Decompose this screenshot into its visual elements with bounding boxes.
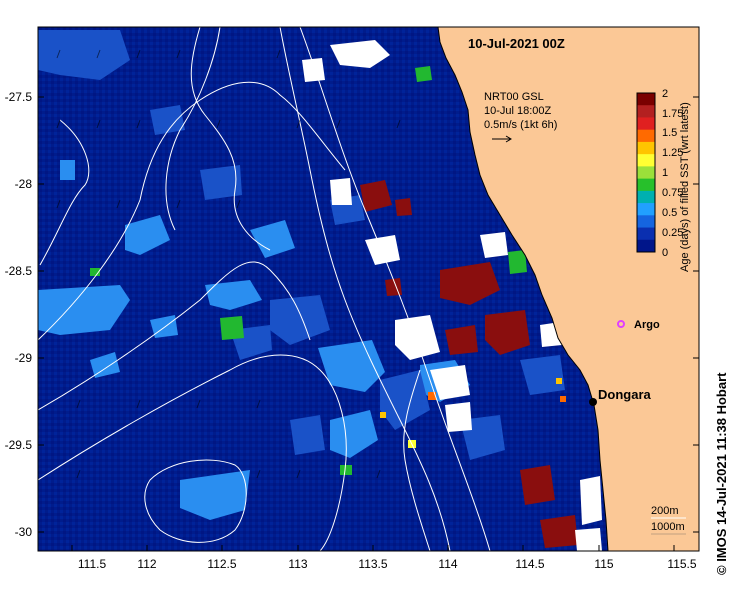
x-tick-label: 114 [438, 557, 457, 571]
sst-green-patches [90, 66, 527, 475]
x-tick-label: 113 [288, 557, 307, 571]
colorbar-swatch [637, 203, 655, 216]
colorbar-swatch [637, 166, 655, 180]
depth-label-1000: 1000m [651, 521, 685, 533]
sst-red-patches [360, 180, 578, 548]
x-tick-label: 113.5 [358, 557, 387, 571]
dongara-label: Dongara [598, 387, 652, 402]
coastline [437, 27, 609, 551]
colorbar-swatch [637, 141, 655, 155]
x-tick-label: 112 [137, 557, 156, 571]
colorbar-tick: 0 [662, 247, 668, 259]
y-tick-label: -28 [15, 177, 33, 191]
town-dongara: Dongara [589, 387, 652, 406]
colorbar-tick: 1.5 [662, 127, 677, 139]
depth-label-200: 200m [651, 505, 679, 517]
current-arrows [56, 49, 401, 479]
current-legend-source: NRT00 GSL [484, 91, 544, 103]
colorbar-swatch [637, 154, 655, 167]
axis-ticks [38, 96, 699, 551]
colorbar-tick: 0.5 [662, 207, 677, 219]
town-dot-icon [589, 398, 597, 406]
y-axis-labels: -27.5 -28 -28.5 -29 -29.5 -30 [5, 90, 33, 539]
colorbar-swatch [637, 105, 655, 118]
x-tick-label: 115 [594, 557, 613, 571]
colorbar-tick: 0.25 [662, 227, 683, 239]
current-legend-time: 10-Jul 18:00Z [484, 105, 552, 117]
x-tick-label: 112.5 [207, 557, 236, 571]
y-tick-label: -29.5 [5, 438, 33, 452]
colorbar-tick: 2 [662, 88, 668, 100]
argo-marker-icon [617, 320, 625, 328]
colorbar-swatch [637, 93, 655, 106]
depth-legend: 200m 1000m [651, 505, 686, 535]
colorbar-tick: 1 [662, 167, 668, 179]
y-tick-label: -30 [15, 525, 33, 539]
colorbar-swatch [637, 117, 655, 131]
map-plot-area [38, 27, 699, 551]
colorbar-swatches [637, 93, 655, 253]
x-tick-label: 111.5 [78, 557, 107, 571]
colorbar-tick: 0.75 [662, 187, 683, 199]
y-tick-label: -28.5 [5, 264, 33, 278]
x-tick-label: 114.5 [515, 557, 544, 571]
current-legend: NRT00 GSL 10-Jul 18:00Z 0.5m/s (1kt 6h) [484, 91, 557, 143]
colorbar-swatch [637, 129, 655, 143]
colorbar-tick: 1.75 [662, 108, 683, 120]
colorbar-swatch [637, 215, 655, 229]
land-area [438, 27, 699, 551]
colorbar-swatch [637, 227, 655, 241]
plot-frame [37, 26, 700, 552]
current-legend-scale: 0.5m/s (1kt 6h) [484, 119, 557, 131]
cloud-gaps [302, 40, 602, 551]
y-tick-label: -29 [15, 351, 33, 365]
colorbar-swatch [637, 178, 655, 192]
x-axis-labels: 111.5 112 112.5 113 113.5 114 114.5 115 … [78, 557, 697, 571]
colorbar-swatch [637, 239, 655, 253]
colorbar-frame [636, 92, 656, 253]
argo-label: Argo [634, 319, 660, 331]
x-tick-label: 115.5 [667, 557, 696, 571]
colorbar: 2 1.75 1.5 1.25 1 0.75 0.5 0.25 0 Age (d… [636, 88, 691, 272]
sst-light-patches [38, 160, 470, 520]
map-date-title: 10-Jul-2021 00Z [468, 36, 565, 51]
y-tick-label: -27.5 [5, 90, 33, 104]
colorbar-label: Age (days) of filled SST (wrt latest) [679, 102, 691, 272]
colorbar-tick: 1.25 [662, 147, 683, 159]
credit-text: © IMOS 14-Jul-2021 11:38 Hobart [714, 372, 729, 576]
colorbar-swatch [637, 190, 655, 204]
argo-float: Argo [617, 319, 660, 331]
